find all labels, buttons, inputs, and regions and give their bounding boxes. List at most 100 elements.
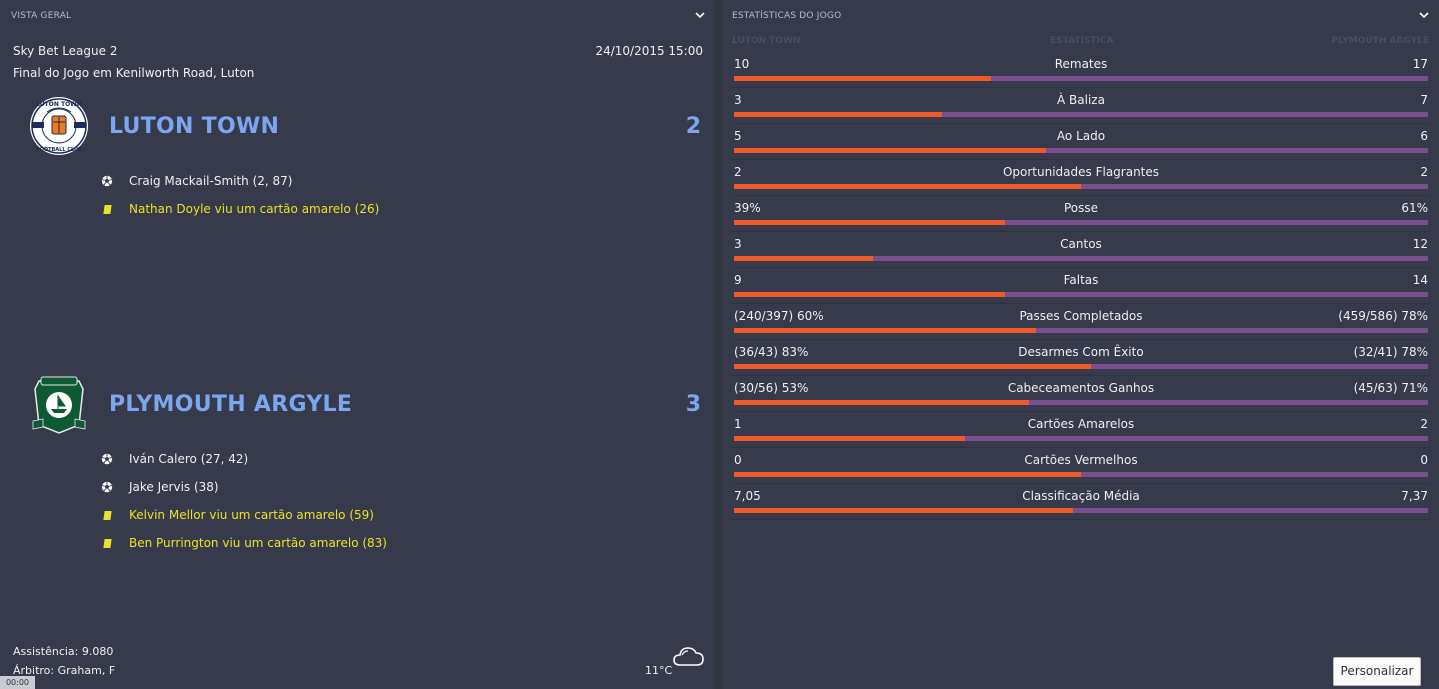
away-team-name[interactable]: PLYMOUTH ARGYLE [109, 392, 353, 417]
stat-bar-home-fill [734, 76, 991, 81]
stat-home-value: 1 [734, 417, 742, 431]
stat-bar [734, 364, 1428, 369]
stat-separator [732, 375, 1430, 376]
stat-row: 3 Cantos 12 [732, 236, 1430, 272]
stat-home-value: (36/43) 83% [734, 345, 809, 359]
stat-label: Cartões Vermelhos [1024, 453, 1138, 467]
away-event-goal: Iván Calero (27, 42) [100, 450, 248, 468]
stat-bar-home-fill [734, 508, 1074, 513]
stat-bar [734, 148, 1428, 153]
home-team-name[interactable]: LUTON TOWN [109, 114, 280, 139]
stat-bar-home-fill [734, 472, 1081, 477]
stat-away-value: 2 [1420, 165, 1428, 179]
stat-bar [734, 220, 1428, 225]
event-text[interactable]: Iván Calero (27, 42) [129, 452, 249, 466]
event-text[interactable]: Ben Purrington viu um cartão amarelo (83… [129, 536, 387, 550]
stat-bar [734, 436, 1428, 441]
stat-home-value: 0 [734, 453, 742, 467]
competition-name[interactable]: Sky Bet League 2 [13, 44, 118, 58]
stat-away-value: 2 [1420, 417, 1428, 431]
attendance: Assistência: 9.080 [13, 645, 114, 658]
stat-away-value: (32/41) 78% [1353, 345, 1428, 359]
stat-bar-home-fill [734, 148, 1047, 153]
stat-separator [732, 339, 1430, 340]
stat-bar-home-fill [734, 112, 943, 117]
ball-icon [100, 480, 114, 494]
stat-home-value: 39% [734, 201, 761, 215]
stat-bar [734, 292, 1428, 297]
stat-home-value: 3 [734, 93, 742, 107]
stat-label: Ao Lado [1056, 129, 1106, 143]
stat-row: 0 Cartões Vermelhos 0 [732, 452, 1430, 488]
stat-label: À Baliza [1057, 93, 1105, 107]
stat-away-value: 6 [1420, 129, 1428, 143]
stat-bar-home-fill [734, 400, 1029, 405]
referee[interactable]: Árbitro: Graham, F [13, 664, 116, 677]
home-score: 2 [685, 114, 701, 139]
stat-separator [732, 87, 1430, 88]
temperature: 11°C [645, 664, 673, 677]
stat-away-value: 0 [1420, 453, 1428, 467]
stat-bar [734, 328, 1428, 333]
stat-row: 2 Oportunidades Flagrantes 2 [732, 164, 1430, 200]
stat-away-value: 7 [1420, 93, 1428, 107]
panel-divider[interactable] [715, 0, 722, 689]
overview-header: VISTA GERAL [0, 0, 715, 32]
stat-label: Passes Completados [1019, 309, 1143, 323]
stats-header: ESTATÍSTICAS DO JOGO [722, 0, 1439, 32]
yellow-card-icon [100, 508, 114, 522]
yellow-card-icon [100, 202, 114, 216]
stat-bar [734, 256, 1428, 261]
home-event-goal: Craig Mackail-Smith (2, 87) [100, 172, 293, 190]
stat-home-value: 2 [734, 165, 742, 179]
stat-row: 3 À Baliza 7 [732, 92, 1430, 128]
stat-row: 9 Faltas 14 [732, 272, 1430, 308]
stat-bar-home-fill [734, 364, 1092, 369]
stat-row: 39% Posse 61% [732, 200, 1430, 236]
stat-away-value: 12 [1412, 237, 1428, 251]
stat-home-value: (240/397) 60% [734, 309, 824, 323]
luton-crest-icon[interactable]: LUTON TOWN FOOTBALL CLUB [29, 96, 89, 156]
plymouth-crest-icon[interactable] [29, 375, 89, 435]
cloud-icon [672, 643, 706, 673]
stat-separator [732, 303, 1430, 304]
stat-label: Remates [1054, 57, 1108, 71]
chevron-down-icon[interactable] [695, 10, 705, 20]
stat-separator [732, 123, 1430, 124]
stat-bar-home-fill [734, 256, 873, 261]
stat-separator [732, 447, 1430, 448]
stat-label: Cabeceamentos Ganhos [1007, 381, 1155, 395]
stats-title: ESTATÍSTICAS DO JOGO [732, 11, 842, 21]
stat-away-value: 61% [1401, 201, 1428, 215]
stat-bar-home-fill [734, 328, 1036, 333]
stat-label: Oportunidades Flagrantes [1002, 165, 1160, 179]
stat-home-value: 7,05 [734, 489, 761, 503]
stat-row: 10 Remates 17 [732, 56, 1430, 92]
col-stat: ESTATÍSTICA [1050, 36, 1114, 46]
away-score: 3 [685, 392, 701, 417]
stat-away-value: (45/63) 71% [1353, 381, 1428, 395]
stat-bar [734, 112, 1428, 117]
stat-bar-home-fill [734, 436, 966, 441]
chevron-down-icon[interactable] [1419, 10, 1429, 20]
event-text[interactable]: Craig Mackail-Smith (2, 87) [129, 174, 293, 188]
svg-text:LUTON TOWN: LUTON TOWN [36, 101, 82, 108]
event-text[interactable]: Nathan Doyle viu um cartão amarelo (26) [129, 202, 380, 216]
stat-label: Posse [1063, 201, 1099, 215]
stat-bar [734, 508, 1428, 513]
stat-bar [734, 76, 1428, 81]
stat-bar-home-fill [734, 220, 1005, 225]
overview-title: VISTA GERAL [11, 11, 72, 21]
stat-away-value: 7,37 [1401, 489, 1428, 503]
stat-home-value: (30/56) 53% [734, 381, 809, 395]
event-text[interactable]: Kelvin Mellor viu um cartão amarelo (59) [129, 508, 374, 522]
stat-bar-home-fill [734, 292, 1005, 297]
customize-button[interactable]: Personalizar [1333, 657, 1421, 686]
stat-home-value: 10 [734, 57, 750, 71]
stat-home-value: 5 [734, 129, 742, 143]
stat-bar [734, 400, 1428, 405]
stat-bar [734, 184, 1428, 189]
event-text[interactable]: Jake Jervis (38) [129, 480, 219, 494]
stat-separator [732, 195, 1430, 196]
stat-label: Cartões Amarelos [1027, 417, 1135, 431]
